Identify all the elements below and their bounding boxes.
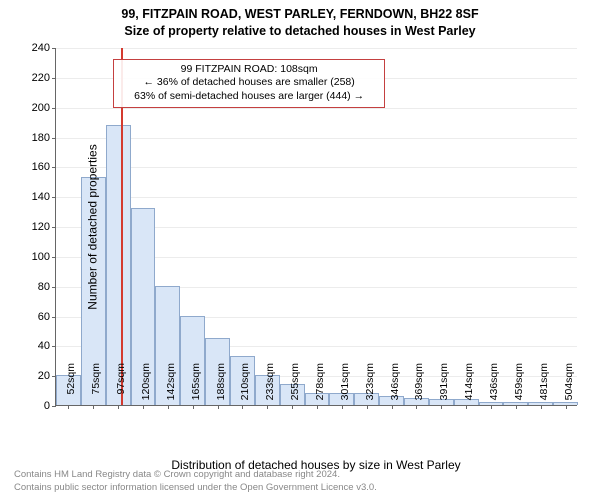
- y-tick-label: 60: [38, 311, 50, 323]
- histogram-chart: 99 FITZPAIN ROAD: 108sqm ← 36% of detach…: [55, 48, 577, 406]
- copyright-line2: Contains public sector information licen…: [14, 482, 377, 494]
- y-tick-mark: [52, 227, 56, 228]
- y-tick-label: 180: [32, 132, 50, 144]
- y-tick-label: 200: [32, 102, 50, 114]
- y-tick-mark: [52, 317, 56, 318]
- y-tick-label: 140: [32, 191, 50, 203]
- y-tick-mark: [52, 376, 56, 377]
- x-tick-label: 414sqm: [463, 363, 475, 409]
- y-tick-label: 20: [38, 370, 50, 382]
- annotation-line1: 99 FITZPAIN ROAD: 108sqm: [122, 63, 375, 77]
- y-tick-label: 160: [32, 161, 50, 173]
- x-tick-label: 188sqm: [215, 363, 227, 409]
- y-tick-mark: [52, 406, 56, 407]
- x-tick-label: 369sqm: [413, 363, 425, 409]
- page-root: 99, FITZPAIN ROAD, WEST PARLEY, FERNDOWN…: [0, 0, 600, 500]
- x-tick-label: 459sqm: [513, 363, 525, 409]
- y-tick-mark: [52, 167, 56, 168]
- x-tick-label: 323sqm: [364, 363, 376, 409]
- x-tick-label: 233sqm: [264, 363, 276, 409]
- y-tick-mark: [52, 108, 56, 109]
- x-tick-label: 210sqm: [239, 363, 251, 409]
- x-tick-label: 255sqm: [289, 363, 301, 409]
- x-tick-label: 436sqm: [488, 363, 500, 409]
- x-tick-label: 391sqm: [438, 363, 450, 409]
- x-tick-label: 301sqm: [339, 363, 351, 409]
- y-tick-label: 240: [32, 42, 50, 54]
- y-tick-label: 40: [38, 340, 50, 352]
- x-tick-label: 52sqm: [65, 363, 77, 409]
- x-tick-label: 165sqm: [190, 363, 202, 409]
- plot-area: 99 FITZPAIN ROAD: 108sqm ← 36% of detach…: [55, 48, 577, 406]
- y-tick-mark: [52, 346, 56, 347]
- title-address: 99, FITZPAIN ROAD, WEST PARLEY, FERNDOWN…: [0, 6, 600, 23]
- y-tick-mark: [52, 138, 56, 139]
- y-axis-label: Number of detached properties: [86, 144, 100, 309]
- x-tick-label: 278sqm: [314, 363, 326, 409]
- y-tick-mark: [52, 78, 56, 79]
- y-tick-label: 220: [32, 72, 50, 84]
- title-block: 99, FITZPAIN ROAD, WEST PARLEY, FERNDOWN…: [0, 0, 600, 40]
- annotation-line2: ← 36% of detached houses are smaller (25…: [122, 76, 375, 90]
- x-tick-label: 142sqm: [165, 363, 177, 409]
- y-tick-mark: [52, 287, 56, 288]
- title-subtitle: Size of property relative to detached ho…: [0, 23, 600, 40]
- y-tick-label: 120: [32, 221, 50, 233]
- y-tick-label: 100: [32, 251, 50, 263]
- y-tick-mark: [52, 48, 56, 49]
- x-tick-label: 346sqm: [389, 363, 401, 409]
- x-tick-label: 97sqm: [115, 363, 127, 409]
- annotation-line3: 63% of semi-detached houses are larger (…: [122, 90, 375, 104]
- x-tick-label: 75sqm: [90, 363, 102, 409]
- y-tick-label: 0: [44, 400, 50, 412]
- y-tick-label: 80: [38, 281, 50, 293]
- y-tick-mark: [52, 197, 56, 198]
- copyright-block: Contains HM Land Registry data © Crown c…: [14, 469, 377, 494]
- x-tick-label: 120sqm: [140, 363, 152, 409]
- y-tick-mark: [52, 257, 56, 258]
- annotation-box: 99 FITZPAIN ROAD: 108sqm ← 36% of detach…: [113, 59, 384, 108]
- copyright-line1: Contains HM Land Registry data © Crown c…: [14, 469, 377, 481]
- x-tick-label: 504sqm: [563, 363, 575, 409]
- x-tick-label: 481sqm: [538, 363, 550, 409]
